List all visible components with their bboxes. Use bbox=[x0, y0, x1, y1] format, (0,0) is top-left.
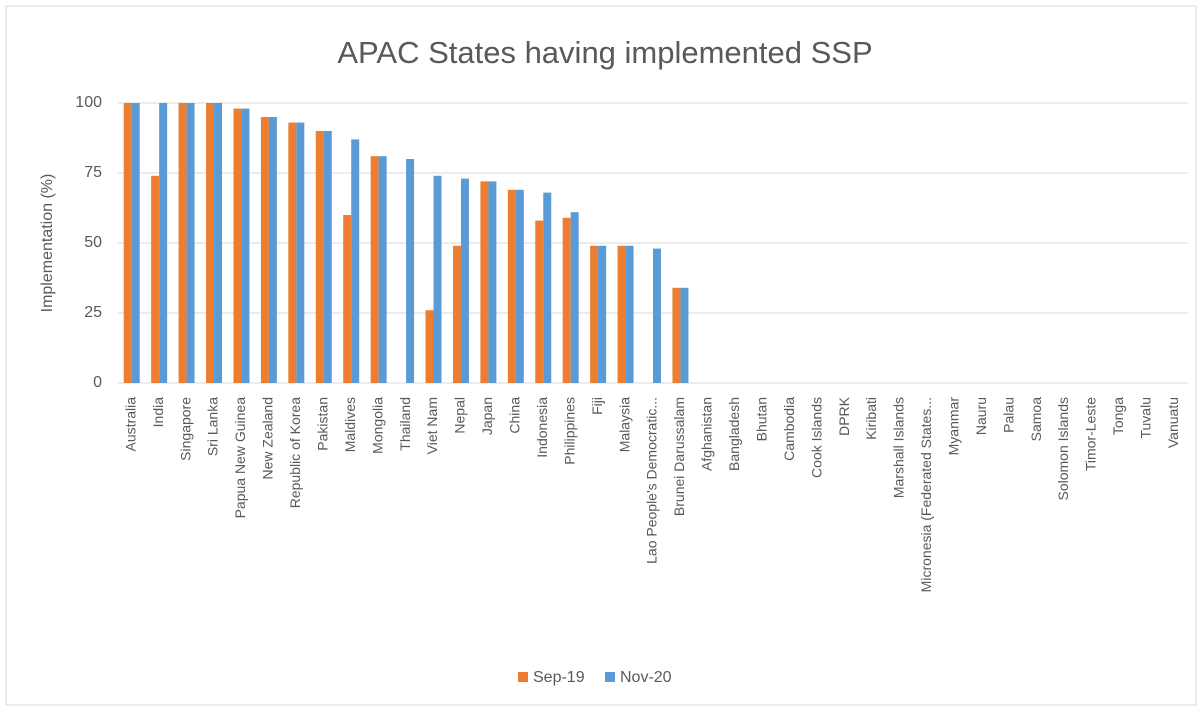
y-tick-label: 50 bbox=[84, 234, 102, 251]
x-tick-label: Australia bbox=[122, 397, 138, 452]
x-tick-label: Singapore bbox=[177, 397, 193, 461]
legend-swatch bbox=[518, 672, 528, 682]
bar bbox=[452, 245, 461, 383]
bar bbox=[680, 287, 689, 383]
x-tick-label: Viet Nam bbox=[424, 397, 440, 454]
bar bbox=[425, 310, 434, 383]
bar bbox=[488, 181, 497, 383]
bar bbox=[351, 139, 360, 383]
x-tick-label: Micronesia (Federated States... bbox=[918, 397, 934, 592]
bar bbox=[241, 108, 250, 383]
x-tick-label: Afghanistan bbox=[699, 397, 715, 471]
bar bbox=[433, 175, 442, 383]
x-tick-label: Kiribati bbox=[863, 397, 879, 440]
bar bbox=[123, 103, 132, 383]
x-tick-label: Fiji bbox=[589, 397, 605, 415]
bar bbox=[378, 156, 387, 383]
bar bbox=[288, 122, 297, 383]
bar bbox=[268, 117, 277, 383]
bar bbox=[460, 178, 469, 383]
x-tick-label: Papua New Guinea bbox=[232, 397, 248, 519]
bar bbox=[625, 245, 634, 383]
x-tick-label: Bangladesh bbox=[726, 397, 742, 471]
bar bbox=[406, 159, 415, 383]
x-tick-label: Sri Lanka bbox=[205, 397, 221, 456]
x-tick-label: Japan bbox=[479, 397, 495, 435]
legend-label: Sep-19 bbox=[533, 669, 585, 686]
x-tick-label: Cook Islands bbox=[808, 397, 824, 478]
bar bbox=[214, 103, 223, 383]
bar bbox=[296, 122, 305, 383]
x-tick-label: China bbox=[507, 397, 523, 434]
x-tick-label: Republic of Korea bbox=[287, 397, 303, 509]
x-tick-label: Philippines bbox=[561, 397, 577, 465]
x-tick-label: India bbox=[150, 397, 166, 428]
bar bbox=[131, 103, 140, 383]
bar bbox=[507, 189, 516, 383]
bar bbox=[206, 103, 215, 383]
x-tick-label: Vanuatu bbox=[1165, 397, 1181, 448]
bar bbox=[323, 131, 332, 383]
chart-title: APAC States having implemented SSP bbox=[337, 35, 872, 70]
x-tick-label: Timor-Leste bbox=[1083, 397, 1099, 471]
bar bbox=[598, 245, 607, 383]
x-tick-label: Nepal bbox=[452, 397, 468, 434]
y-tick-label: 100 bbox=[75, 94, 102, 111]
x-tick-label: Myanmar bbox=[945, 397, 961, 456]
bar bbox=[570, 212, 579, 383]
bar bbox=[653, 248, 661, 383]
bar bbox=[151, 175, 160, 383]
x-tick-label: Tuvalu bbox=[1138, 397, 1154, 439]
y-axis-label: Implementation (%) bbox=[39, 174, 56, 313]
x-tick-label: Cambodia bbox=[781, 397, 797, 461]
y-tick-label: 75 bbox=[84, 164, 102, 181]
x-tick-label: Brunei Darussalam bbox=[671, 397, 687, 516]
y-tick-label: 25 bbox=[84, 304, 102, 321]
x-tick-label: Samoa bbox=[1028, 397, 1044, 442]
y-tick-label: 0 bbox=[93, 374, 102, 391]
x-tick-label: Marshall Islands bbox=[891, 397, 907, 498]
bar bbox=[590, 245, 599, 383]
x-tick-label: DPRK bbox=[836, 396, 852, 436]
x-tick-label: Thailand bbox=[397, 397, 413, 451]
bar bbox=[515, 189, 524, 383]
x-tick-label: Bhutan bbox=[753, 397, 769, 441]
x-tick-label: New Zealand bbox=[260, 397, 276, 480]
bar bbox=[233, 108, 242, 383]
legend-swatch bbox=[605, 672, 615, 682]
bar bbox=[315, 131, 324, 383]
x-tick-label: Nauru bbox=[973, 397, 989, 435]
x-tick-label: Pakistan bbox=[314, 397, 330, 451]
x-tick-label: Maldives bbox=[342, 397, 358, 452]
bar bbox=[480, 181, 489, 383]
bar bbox=[159, 103, 168, 383]
x-tick-label: Mongolia bbox=[369, 397, 385, 454]
bar bbox=[260, 117, 269, 383]
bar bbox=[617, 245, 626, 383]
bar bbox=[562, 217, 571, 383]
legend-label: Nov-20 bbox=[620, 669, 672, 686]
bar bbox=[186, 103, 195, 383]
x-tick-label: Tonga bbox=[1110, 397, 1126, 435]
bar bbox=[672, 287, 681, 383]
bar bbox=[535, 220, 544, 383]
bar bbox=[343, 215, 352, 383]
x-tick-label: Solomon Islands bbox=[1055, 397, 1071, 501]
x-tick-label: Palau bbox=[1000, 397, 1016, 433]
x-tick-label: Malaysia bbox=[616, 397, 632, 452]
x-tick-label: Lao People's Democratic... bbox=[644, 397, 660, 564]
bar bbox=[178, 103, 187, 383]
bar bbox=[370, 156, 379, 383]
x-tick-label: Indonesia bbox=[534, 397, 550, 458]
bar bbox=[543, 192, 552, 383]
